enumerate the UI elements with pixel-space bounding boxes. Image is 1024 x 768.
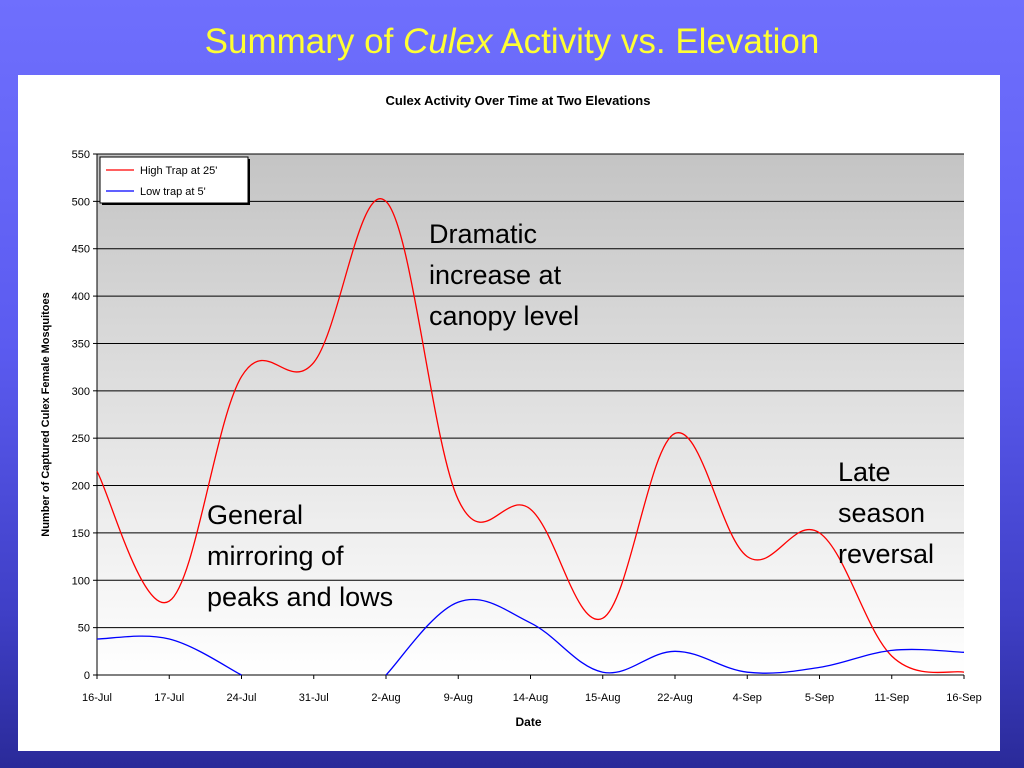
annotation-late-line-3: reversal [838, 539, 935, 569]
y-tick-label: 350 [72, 338, 90, 350]
x-axis-title: Date [515, 715, 541, 729]
y-tick-label: 450 [72, 244, 90, 256]
annotation-general-line-3: peaks and lows [207, 582, 394, 612]
x-tick-label: 24-Jul [227, 692, 257, 704]
x-tick-label: 5-Sep [805, 692, 834, 704]
legend-box [99, 156, 249, 204]
annotation-late-season: Late season reversal [838, 452, 934, 575]
series-line-high-trap [96, 198, 965, 674]
series-line-low-trap-segment-1 [96, 635, 242, 676]
legend-label-high-trap: High Trap at 25' [140, 165, 217, 177]
annotation-dramatic-line-1: Dramatic [429, 219, 538, 249]
x-tick-label: 2-Aug [371, 692, 400, 704]
chart-panel: 0 50 100 150 200 250 300 350 400 450 500 550 16-Jul 1… [18, 75, 1000, 751]
y-tick-label: 100 [72, 575, 90, 587]
y-tick-label: 50 [78, 623, 90, 635]
annotation-late-line-2: season [838, 498, 926, 528]
line-chart: 0 50 100 150 200 250 300 350 400 450 500 550 16-Jul 1… [40, 93, 982, 729]
series-line-low-trap-segment-2 [385, 598, 965, 676]
annotation-general-line-2: mirroring of [207, 541, 344, 571]
annotation-general-line-1: General [207, 500, 304, 530]
slide-title-prefix: Summary of [204, 22, 404, 61]
y-tick-label: 550 [72, 149, 90, 161]
y-tick-label: 250 [72, 433, 90, 445]
x-tick-label: 16-Jul [82, 692, 112, 704]
y-tick-label: 300 [72, 386, 90, 398]
annotation-dramatic: Dramatic increase at canopy level [429, 214, 579, 337]
slide-title: Summary of Culex Activity vs. Elevation [0, 22, 1024, 62]
y-tick-label: 0 [84, 670, 90, 682]
x-tick-label: 16-Sep [946, 692, 981, 704]
slide-title-suffix: Activity vs. Elevation [492, 22, 820, 61]
slide-title-italic: Culex [403, 22, 493, 61]
y-axis-title: Number of Captured Culex Female Mosquito… [40, 292, 52, 536]
x-tick-label: 17-Jul [154, 692, 184, 704]
chart-title: Culex Activity Over Time at Two Elevatio… [386, 93, 651, 108]
annotation-dramatic-line-2: increase at [429, 260, 562, 290]
y-tick-label: 400 [72, 291, 90, 303]
x-tick-label: 11-Sep [874, 692, 909, 704]
annotation-general: General mirroring of peaks and lows [207, 495, 393, 618]
x-tick-label: 22-Aug [657, 692, 692, 704]
x-tick-label: 14-Aug [513, 692, 548, 704]
plot-area-background [97, 154, 964, 675]
x-tick-label: 4-Sep [733, 692, 762, 704]
y-tick-label: 200 [72, 481, 90, 493]
x-tick-label: 15-Aug [585, 692, 620, 704]
x-tick-label: 31-Jul [299, 692, 329, 704]
annotation-dramatic-line-3: canopy level [429, 301, 580, 331]
y-tick-label: 150 [72, 528, 90, 540]
x-tick-label: 9-Aug [444, 692, 473, 704]
y-tick-label: 500 [72, 196, 90, 208]
annotation-late-line-1: Late [838, 457, 891, 487]
legend-label-low-trap: Low trap at 5' [140, 186, 206, 198]
